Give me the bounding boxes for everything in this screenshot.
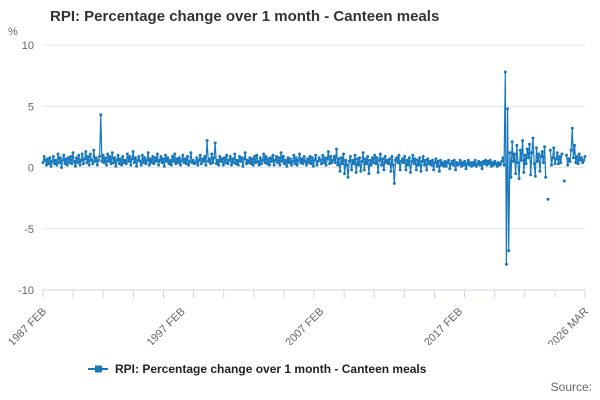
legend-label: RPI: Percentage change over 1 month - Ca… xyxy=(115,362,427,376)
x-axis-tick-label: 1997 FEB xyxy=(145,306,188,345)
x-axis-tick-label: 2007 FEB xyxy=(283,306,326,345)
x-axis-tick-label: 2017 FEB xyxy=(422,306,465,345)
x-axis-tick-label: 1987 FEB xyxy=(6,306,49,345)
y-axis-tick-label: 10 xyxy=(22,40,34,52)
chart-title: RPI: Percentage change over 1 month - Ca… xyxy=(50,8,440,25)
y-axis-tick-label: 5 xyxy=(28,101,34,113)
legend-line-icon xyxy=(88,365,108,373)
y-axis-unit-label: % xyxy=(8,26,18,38)
source-label: Source: xyxy=(550,380,592,394)
y-axis-tick-label: -10 xyxy=(18,285,34,297)
y-axis-tick-label: -5 xyxy=(24,224,34,236)
x-axis-tick-label: 2026 MAR xyxy=(546,306,591,345)
line-chart[interactable]: 10 5 0 -5 -10 1987 FEB 1997 FEB 2007 FEB 2017 FE… xyxy=(0,0,600,345)
legend-item[interactable]: RPI: Percentage change over 1 month - Ca… xyxy=(88,362,426,376)
series-markers xyxy=(41,70,587,266)
y-axis-tick-label: 0 xyxy=(28,163,34,175)
series-line xyxy=(42,71,586,265)
